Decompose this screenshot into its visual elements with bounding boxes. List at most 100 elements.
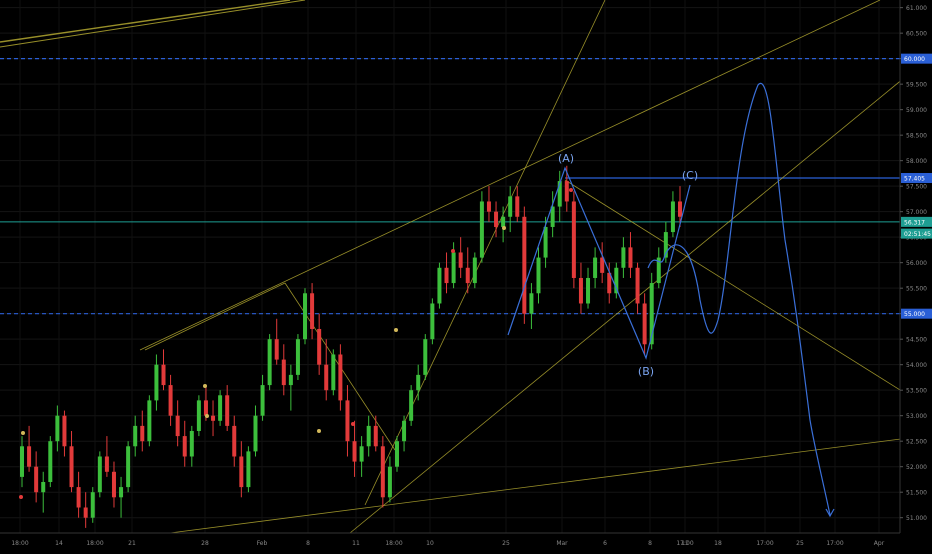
- candle: [69, 430, 74, 493]
- candle: [359, 436, 364, 477]
- price-label-box: [901, 308, 932, 319]
- candle: [338, 344, 343, 411]
- candle: [578, 262, 583, 314]
- y-tick-label: 53.000: [906, 413, 927, 420]
- signal-dot: [203, 384, 207, 388]
- candle: [161, 349, 166, 391]
- candle: [394, 436, 399, 472]
- horizontal-levels: [0, 58, 900, 315]
- candle: [225, 385, 230, 431]
- candle: [253, 405, 258, 457]
- x-tick-label: 18:00: [385, 540, 402, 547]
- candle: [635, 262, 640, 314]
- candle: [437, 262, 442, 309]
- x-tick-label: Mar: [556, 540, 568, 547]
- projection-path: [507, 82, 835, 518]
- candle: [310, 283, 315, 340]
- candle: [494, 201, 499, 238]
- candle: [663, 221, 668, 263]
- candle: [479, 191, 484, 263]
- y-tick-label: 58.500: [906, 133, 927, 140]
- candle: [154, 354, 159, 411]
- x-tick-label: 25: [502, 540, 510, 547]
- wave-label: (B): [638, 365, 654, 378]
- candle: [133, 415, 138, 457]
- candle: [642, 293, 647, 355]
- candle: [218, 390, 223, 426]
- price-label-box: [901, 173, 932, 184]
- candle: [97, 451, 102, 498]
- candle: [380, 436, 385, 508]
- x-tick-label: 18:00: [11, 540, 28, 547]
- candle: [486, 186, 491, 222]
- y-tick-label: 55.500: [906, 286, 927, 293]
- candle: [20, 436, 24, 488]
- x-tick-label: 6: [603, 540, 607, 547]
- candle: [140, 410, 145, 452]
- candle: [607, 262, 612, 304]
- candle: [586, 267, 591, 309]
- candle: [295, 334, 300, 380]
- y-tick-label: 54.500: [906, 337, 927, 344]
- candle: [281, 344, 286, 396]
- candle: [189, 425, 194, 467]
- y-axis: 51.000 51.500 52.000 52.500 53.000 53.500 54.0…: [899, 0, 932, 550]
- x-axis: 18:00 14 18:00 21 28 Feb 8 11 18:00 10 25 Mar 6 8 1117…: [0, 532, 900, 547]
- candle: [175, 400, 180, 447]
- signal-dot: [205, 414, 209, 418]
- candle: [55, 405, 60, 452]
- candle: [508, 186, 513, 233]
- candle: [260, 374, 265, 421]
- candle: [550, 191, 555, 238]
- candle: [41, 471, 46, 513]
- candle: [465, 247, 470, 294]
- candle: [366, 415, 371, 457]
- price-label: 56.317: [904, 219, 925, 226]
- x-tick-label: 17:00: [756, 540, 773, 547]
- candle: [423, 334, 428, 380]
- y-tick-label: 52.500: [906, 439, 927, 446]
- candle: [614, 262, 619, 299]
- x-tick-label: Feb: [257, 540, 268, 547]
- y-tick-label: 54.000: [906, 362, 927, 369]
- candle: [593, 247, 598, 289]
- candle: [324, 339, 329, 401]
- trend-line: [169, 434, 932, 534]
- candle: [211, 400, 216, 437]
- wave-zigzag: [507, 166, 691, 360]
- candle: [27, 425, 32, 472]
- candle: [76, 471, 81, 518]
- y-tick-label: 51.000: [906, 515, 927, 522]
- y-tick-label: 52.000: [906, 464, 927, 471]
- wave-label: (A): [558, 152, 574, 165]
- candle: [472, 252, 477, 289]
- signal-dot: [351, 422, 355, 426]
- candle: [416, 364, 421, 401]
- candle: [317, 313, 322, 375]
- candle: [522, 206, 527, 324]
- candle: [239, 441, 244, 498]
- price-label: 02:51:45: [904, 231, 931, 238]
- candle: [126, 441, 131, 493]
- price-label: 55.000: [904, 311, 925, 318]
- projection-arrow: [825, 508, 835, 518]
- signal-dot: [502, 226, 506, 230]
- candle: [147, 395, 152, 447]
- x-tick-label: 17:00: [826, 540, 843, 547]
- x-tick-label: 25: [796, 540, 804, 547]
- trend-line: [139, 0, 881, 351]
- candle: [621, 237, 626, 278]
- y-tick-label: 59.000: [906, 107, 927, 114]
- candle: [232, 415, 237, 467]
- y-tick-label: 57.000: [906, 209, 927, 216]
- x-tick-label: 10: [426, 540, 434, 547]
- candle: [196, 395, 201, 437]
- signal-dot: [569, 188, 573, 192]
- price-label-box: [901, 53, 932, 64]
- candle: [628, 232, 633, 278]
- price-label-box: [901, 216, 932, 227]
- x-tick-label: 14: [55, 540, 63, 547]
- signal-dot: [317, 429, 321, 433]
- wave-annotations: (A) (B) (C): [19, 152, 698, 499]
- candle: [678, 186, 682, 227]
